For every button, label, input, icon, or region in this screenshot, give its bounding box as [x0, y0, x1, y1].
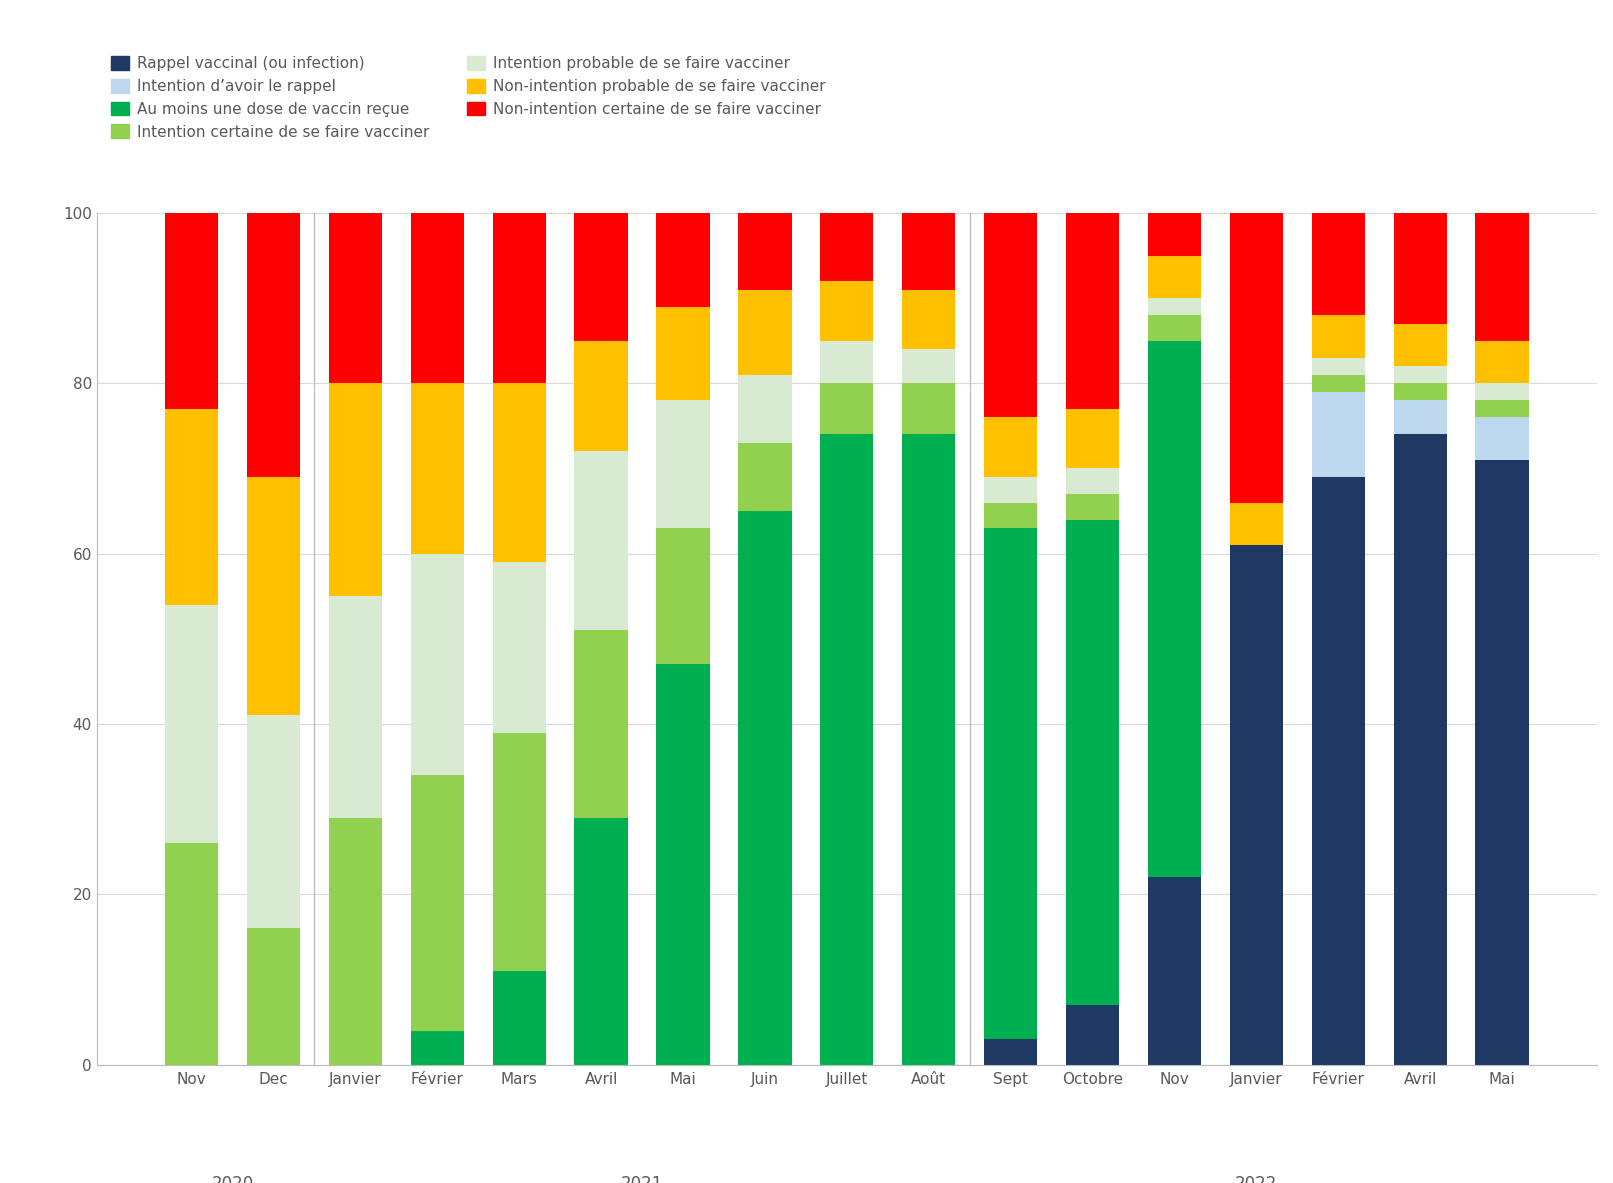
Bar [247, 477, 300, 716]
Bar [1148, 213, 1202, 256]
Legend: Rappel vaccinal (ou infection), Intention d’avoir le rappel, Au moins une dose d: Rappel vaccinal (ou infection), Intentio… [105, 50, 832, 146]
Bar [1311, 213, 1365, 315]
Bar [902, 383, 955, 434]
Bar [656, 528, 710, 665]
Bar [574, 341, 627, 452]
Bar [574, 213, 627, 341]
Bar [902, 290, 955, 349]
Bar [1229, 503, 1282, 545]
Bar [656, 665, 710, 1065]
Bar [1229, 545, 1282, 1065]
Bar [984, 528, 1037, 1039]
Bar [329, 213, 382, 383]
Bar [411, 383, 465, 554]
Bar [1066, 409, 1119, 468]
Bar [819, 282, 874, 341]
Bar [492, 562, 545, 732]
Bar [1394, 434, 1447, 1065]
Bar [1476, 213, 1529, 341]
Bar [984, 1039, 1037, 1065]
Bar [739, 290, 792, 375]
Bar [902, 349, 955, 383]
Bar [165, 605, 218, 843]
Bar [1394, 367, 1447, 383]
Bar [247, 716, 300, 929]
Bar [656, 400, 710, 528]
Bar [1066, 519, 1119, 1006]
Bar [1229, 213, 1282, 503]
Bar [1311, 375, 1365, 392]
Bar [1066, 468, 1119, 494]
Bar [1394, 324, 1447, 367]
Bar [1148, 341, 1202, 878]
Bar [1148, 878, 1202, 1065]
Bar [1394, 383, 1447, 400]
Bar [1476, 400, 1529, 418]
Bar [1311, 477, 1365, 1065]
Bar [574, 452, 627, 631]
Bar [165, 213, 218, 409]
Bar [819, 383, 874, 434]
Bar [739, 442, 792, 511]
Bar [1311, 315, 1365, 357]
Bar [819, 213, 874, 282]
Bar [329, 383, 382, 596]
Bar [411, 1030, 465, 1065]
Bar [247, 929, 300, 1065]
Bar [984, 418, 1037, 477]
Bar [984, 503, 1037, 528]
Bar [1066, 1006, 1119, 1065]
Bar [1476, 341, 1529, 383]
Bar [492, 971, 545, 1065]
Bar [411, 775, 465, 1030]
Bar [411, 213, 465, 383]
Bar [492, 383, 545, 562]
Bar [411, 554, 465, 775]
Bar [329, 817, 382, 1065]
Bar [902, 434, 955, 1065]
Bar [739, 375, 792, 442]
Bar [247, 213, 300, 477]
Text: 2022: 2022 [1236, 1176, 1277, 1183]
Bar [492, 213, 545, 383]
Text: 2020: 2020 [211, 1176, 253, 1183]
Bar [656, 306, 710, 400]
Bar [1476, 460, 1529, 1065]
Bar [1066, 494, 1119, 519]
Bar [1311, 357, 1365, 375]
Bar [902, 213, 955, 290]
Bar [1148, 256, 1202, 298]
Bar [1394, 400, 1447, 434]
Bar [1148, 298, 1202, 315]
Bar [329, 596, 382, 817]
Bar [574, 631, 627, 817]
Bar [819, 434, 874, 1065]
Bar [492, 732, 545, 971]
Bar [819, 341, 874, 383]
Text: 2021: 2021 [621, 1176, 663, 1183]
Bar [1476, 383, 1529, 400]
Bar [1066, 213, 1119, 409]
Bar [984, 213, 1037, 418]
Bar [739, 511, 792, 1065]
Bar [1476, 418, 1529, 460]
Bar [165, 409, 218, 605]
Bar [1148, 315, 1202, 341]
Bar [1394, 213, 1447, 324]
Bar [1311, 392, 1365, 477]
Bar [739, 213, 792, 290]
Bar [574, 817, 627, 1065]
Bar [165, 843, 218, 1065]
Bar [984, 477, 1037, 503]
Bar [656, 213, 710, 306]
